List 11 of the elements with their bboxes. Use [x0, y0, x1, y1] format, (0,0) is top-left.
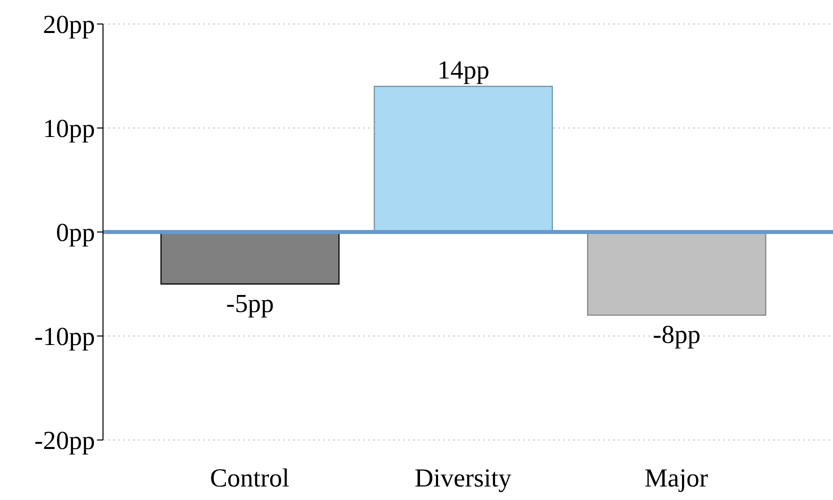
x-tick-label: Major	[644, 463, 708, 492]
x-tick-label: Diversity	[414, 463, 512, 492]
y-tick-label: 10pp	[43, 114, 95, 144]
data-label: -8pp	[652, 320, 701, 350]
y-tick-label: 20pp	[43, 10, 95, 40]
x-tick-label: Control	[210, 463, 290, 492]
data-label: -5pp	[226, 289, 274, 318]
y-tick-label: -10pp	[34, 322, 95, 352]
data-label: 14pp	[437, 55, 490, 84]
y-tick-label: -20pp	[34, 426, 95, 456]
y-tick-label: 0pp	[56, 218, 95, 248]
